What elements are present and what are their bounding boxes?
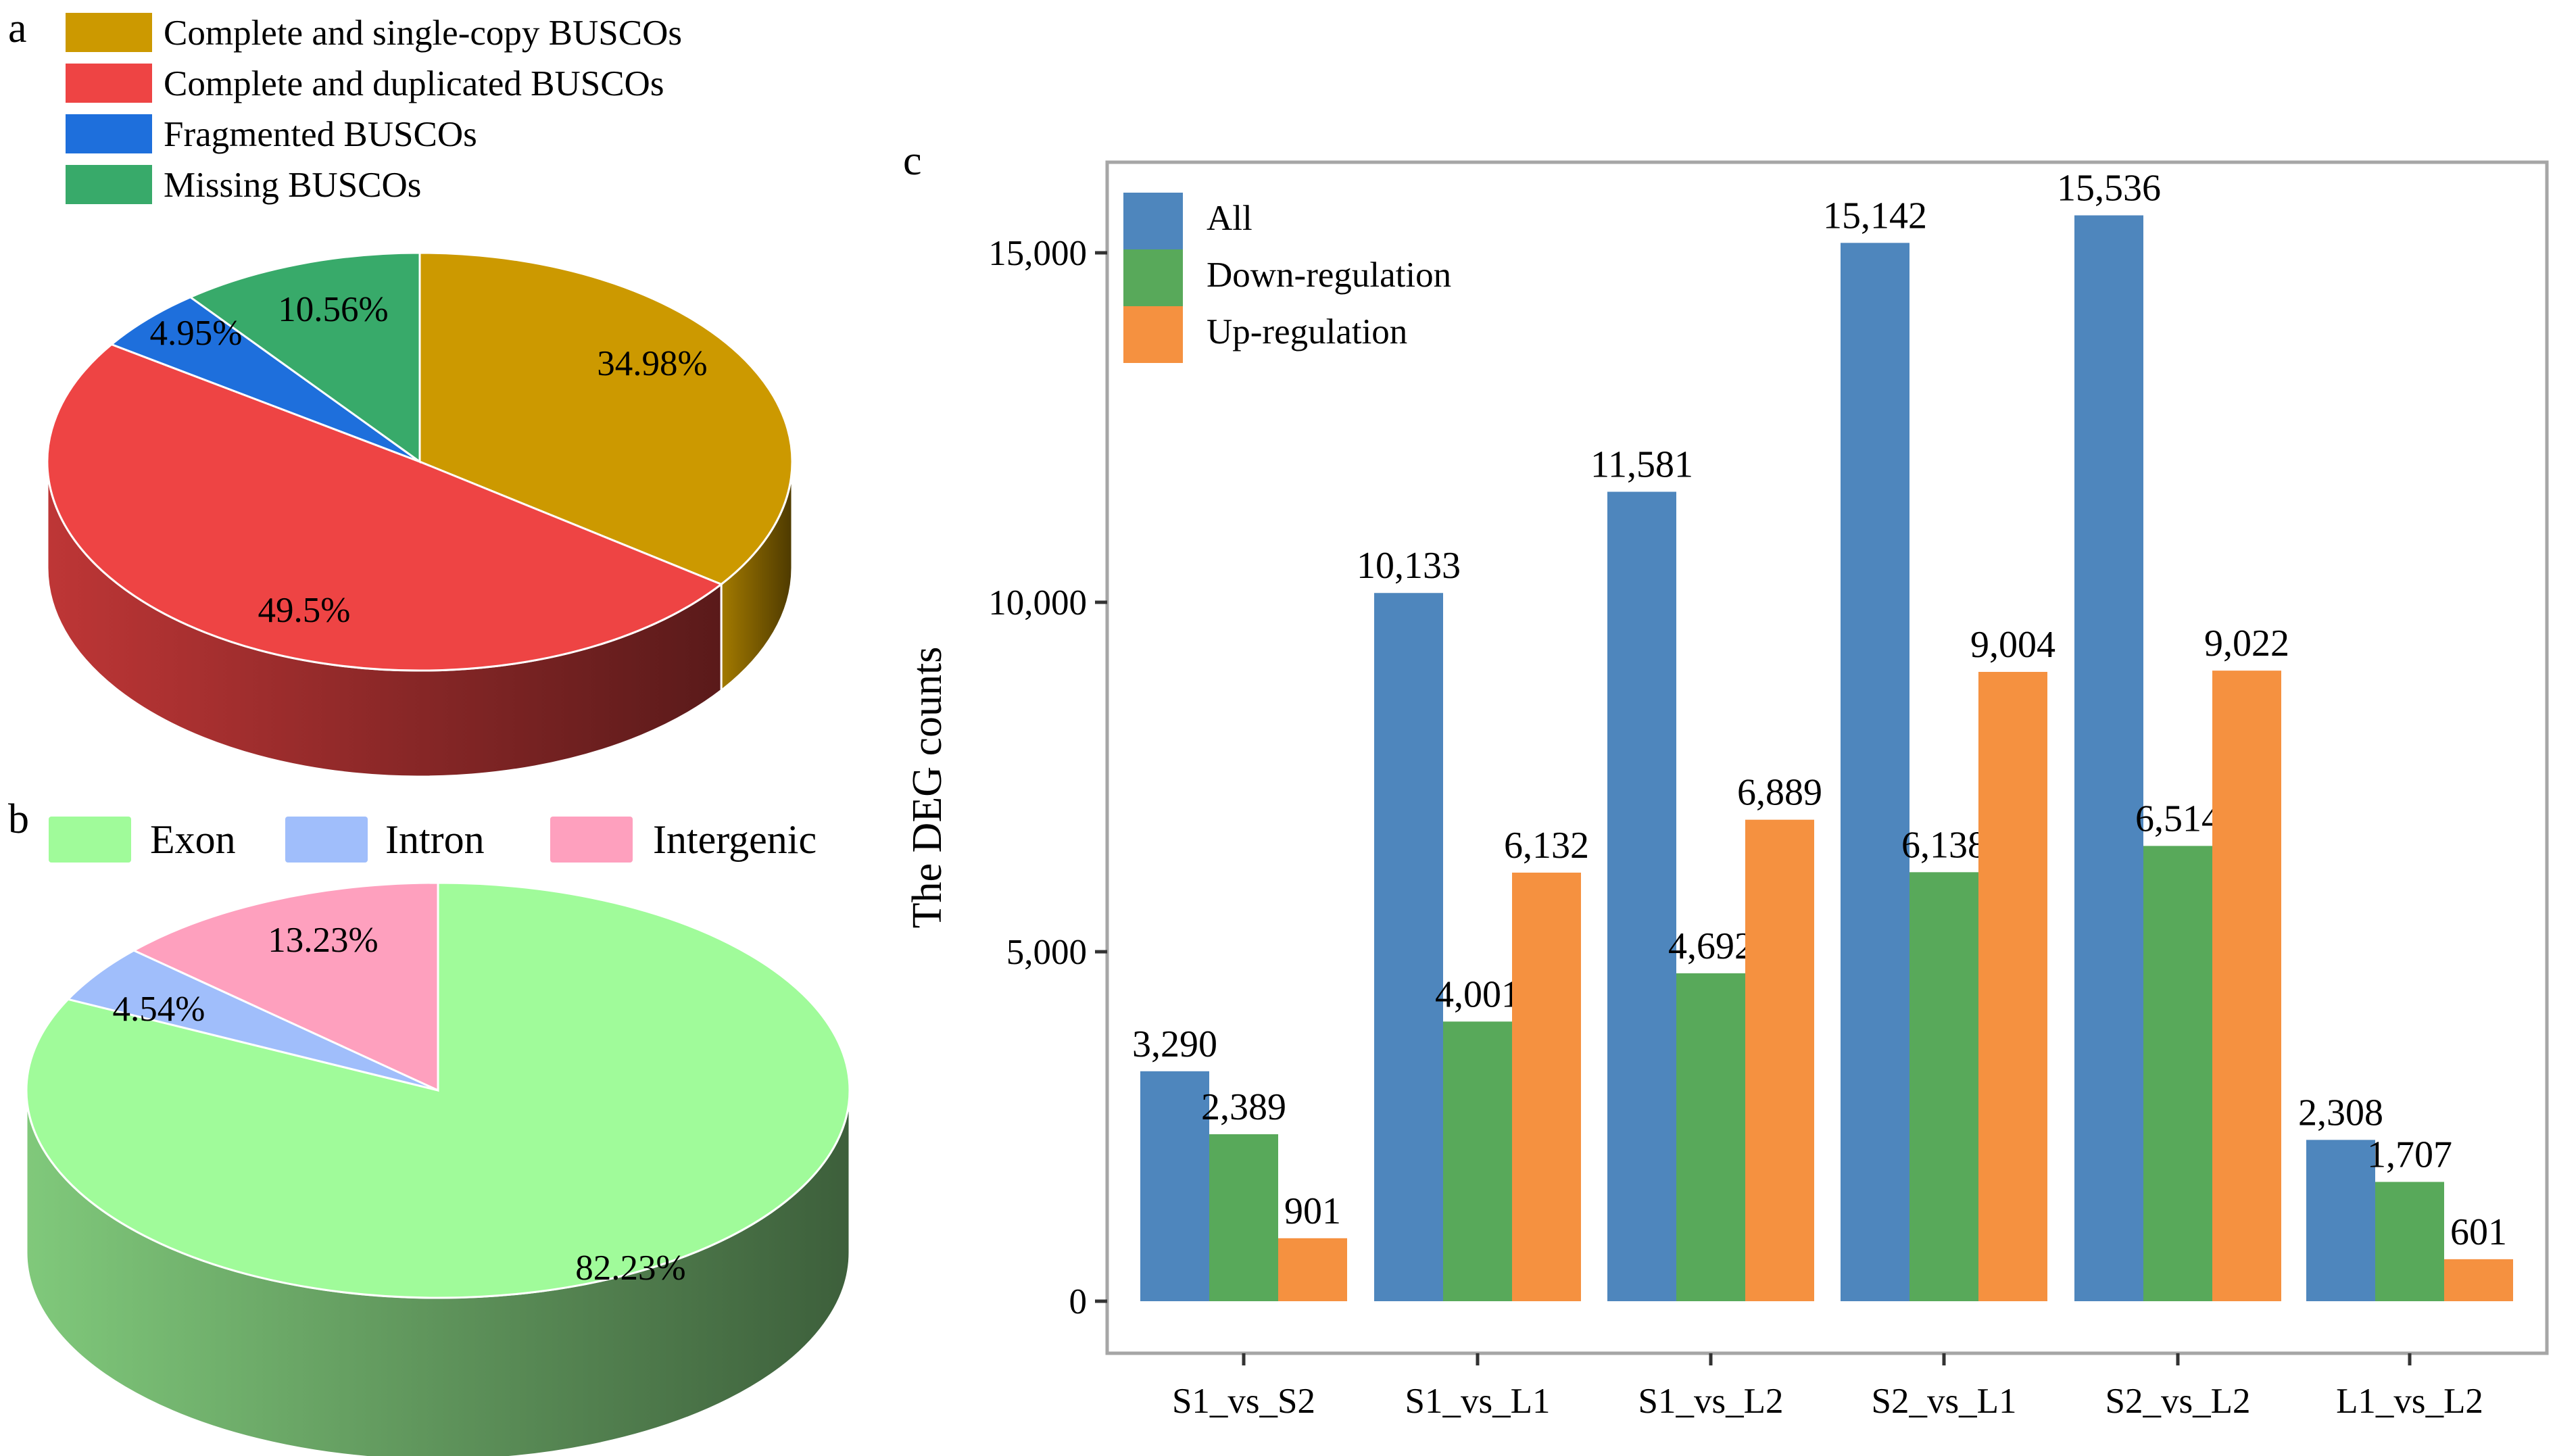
pie-chart-a: 34.98% 49.5% 4.95% 10.56% xyxy=(46,251,794,778)
x-tick-label: S1_vs_L1 xyxy=(1405,1382,1551,1421)
bar-value-label: 2,308 xyxy=(2298,1092,2383,1134)
legend-b: Exon Intron Intergenic xyxy=(49,817,817,863)
bar-value-label: 4,001 xyxy=(1435,973,1520,1015)
legend-label-intergenic: Intergenic xyxy=(653,817,817,862)
pie-a-slice-2 xyxy=(110,295,420,463)
bar-value-label: 6,514 xyxy=(2135,798,2220,840)
legend-swatch-all xyxy=(1123,193,1183,249)
bar-down-regulation-s1_vs_s2 xyxy=(1209,1134,1278,1301)
pie-b-slice-label-0: 82.23% xyxy=(575,1248,685,1288)
pie-a-slice-label-3: 10.56% xyxy=(278,290,388,329)
pie-a-slice-1 xyxy=(46,343,724,672)
bar-all-s2_vs_l2 xyxy=(2074,215,2143,1301)
bar-value-label: 9,004 xyxy=(1970,624,2055,666)
panel-letter-c: c xyxy=(903,138,922,184)
panel-letter-a: a xyxy=(8,5,27,51)
pie-b-slice-label-2: 13.23% xyxy=(268,921,378,960)
legend-label-down: Down-regulation xyxy=(1207,256,1451,295)
bars-group: 3,290 10,133 11,581 15,142 15,536 2,308 2,389 4… xyxy=(1132,168,2513,1302)
legend-label-up: Up-regulation xyxy=(1207,312,1407,351)
legend-label-missing: Missing BUSCOs xyxy=(164,166,421,205)
bar-value-label: 1,707 xyxy=(2367,1134,2452,1175)
legend-label-duplicated: Complete and duplicated BUSCOs xyxy=(164,64,664,103)
y-axis-title: The DEG counts xyxy=(904,647,950,929)
legend-swatch-fragmented xyxy=(66,114,152,153)
pie-chart-b: 82.23% 4.54% 13.23% xyxy=(25,881,851,1456)
pie-a-slice-0 xyxy=(418,251,794,586)
legend-label-intron: Intron xyxy=(385,817,485,862)
pie-a-slice-3 xyxy=(188,251,421,464)
bar-value-label: 2,389 xyxy=(1201,1086,1286,1128)
bar-up-regulation-s1_vs_s2 xyxy=(1278,1238,1347,1301)
bar-down-regulation-s1_vs_l2 xyxy=(1676,973,1745,1301)
x-tick-label: S2_vs_L2 xyxy=(2106,1382,2251,1421)
legend-swatch-intergenic xyxy=(550,817,633,863)
legend-label-all: All xyxy=(1207,199,1252,238)
legend-label-exon: Exon xyxy=(150,817,236,862)
bar-all-s2_vs_l1 xyxy=(1841,243,1909,1302)
pie-b-slice-2 xyxy=(131,881,439,1092)
bar-all-s1_vs_l2 xyxy=(1607,491,1676,1301)
x-tick-label: S2_vs_L1 xyxy=(1872,1382,2017,1421)
bar-value-label: 601 xyxy=(2450,1211,2507,1253)
legend-label-single-copy: Complete and single-copy BUSCOs xyxy=(164,14,682,53)
x-tick-label: S1_vs_L2 xyxy=(1638,1382,1784,1421)
axis-ticks: 0 5,000 10,000 15,000 S1_vs_S2 S1_vs_L1 S1_vs_… xyxy=(988,234,2483,1421)
panel-letter-b: b xyxy=(8,796,29,842)
bar-chart-c: 3,290 10,133 11,581 15,142 15,536 2,308 2,389 4… xyxy=(904,160,2549,1421)
legend-swatch-duplicated xyxy=(66,64,152,103)
bar-down-regulation-s1_vs_l1 xyxy=(1443,1021,1512,1301)
bar-all-l1_vs_l2 xyxy=(2306,1140,2375,1301)
bar-up-regulation-l1_vs_l2 xyxy=(2444,1259,2513,1301)
bar-value-label: 9,022 xyxy=(2204,623,2289,664)
bar-value-label: 901 xyxy=(1284,1190,1341,1232)
legend-swatch-intron xyxy=(285,817,368,863)
pie-a-slice-label-2: 4.95% xyxy=(150,314,243,353)
y-tick-label: 5,000 xyxy=(1006,933,1087,972)
pie-b-slice-label-1: 4.54% xyxy=(113,990,205,1029)
bar-value-label: 3,290 xyxy=(1132,1023,1217,1065)
legend-label-fragmented: Fragmented BUSCOs xyxy=(164,115,477,154)
legend-swatch-single-copy xyxy=(66,13,152,52)
bar-all-s1_vs_s2 xyxy=(1140,1071,1209,1301)
bar-value-label: 6,138 xyxy=(1901,824,1987,866)
y-tick-label: 10,000 xyxy=(988,583,1087,623)
bar-value-label: 15,536 xyxy=(2057,168,2161,210)
bar-down-regulation-l1_vs_l2 xyxy=(2375,1182,2444,1301)
y-tick-label: 0 xyxy=(1069,1282,1088,1321)
bar-down-regulation-s2_vs_l1 xyxy=(1909,872,1978,1301)
pie-b-slice-1 xyxy=(66,949,439,1092)
legend-c: All Down-regulation Up-regulation xyxy=(1123,193,1451,363)
bar-up-regulation-s2_vs_l1 xyxy=(1978,671,2047,1301)
x-tick-label: S1_vs_S2 xyxy=(1172,1382,1315,1421)
bar-down-regulation-s2_vs_l2 xyxy=(2143,846,2212,1301)
bar-value-label: 6,132 xyxy=(1504,825,1589,867)
bar-up-regulation-s2_vs_l2 xyxy=(2212,671,2281,1301)
bar-value-label: 10,133 xyxy=(1357,545,1461,587)
legend-swatch-missing xyxy=(66,165,152,204)
bar-up-regulation-s1_vs_l1 xyxy=(1512,872,1581,1301)
legend-swatch-up xyxy=(1123,306,1183,363)
legend-swatch-exon xyxy=(49,817,131,863)
bar-all-s1_vs_l1 xyxy=(1374,593,1443,1301)
pie-a-slice-label-1: 49.5% xyxy=(258,591,351,630)
x-tick-label: L1_vs_L2 xyxy=(2336,1382,2483,1421)
legend-swatch-down xyxy=(1123,249,1183,306)
pie-a-slice-label-0: 34.98% xyxy=(597,344,707,383)
bar-value-label: 6,889 xyxy=(1737,772,1822,814)
bar-value-label: 15,142 xyxy=(1823,195,1927,237)
legend-a: Complete and single-copy BUSCOs Complete… xyxy=(66,13,682,205)
bar-value-label: 11,581 xyxy=(1590,444,1693,486)
bar-up-regulation-s1_vs_l2 xyxy=(1745,819,1814,1301)
y-tick-label: 15,000 xyxy=(988,234,1087,273)
bar-value-label: 4,692 xyxy=(1668,925,1753,967)
